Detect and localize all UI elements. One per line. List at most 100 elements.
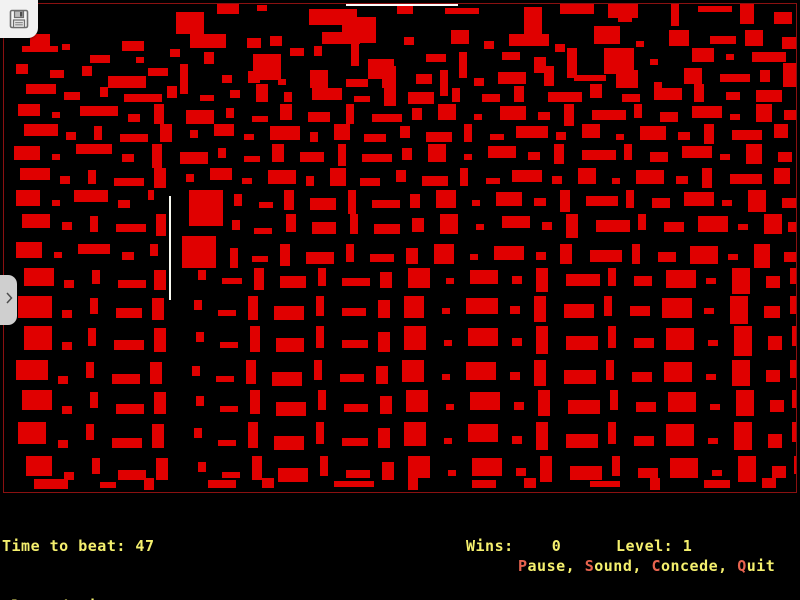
playfield-block bbox=[118, 280, 146, 288]
playfield-block bbox=[556, 132, 566, 140]
playfield-block bbox=[144, 478, 154, 490]
playfield-block bbox=[670, 458, 698, 478]
playfield-block bbox=[90, 216, 98, 232]
playfield-block bbox=[476, 224, 484, 230]
playfield-block bbox=[446, 278, 454, 284]
playfield-block bbox=[14, 146, 40, 160]
playfield-block bbox=[634, 436, 654, 446]
playfield-block bbox=[760, 70, 770, 82]
playfield-block bbox=[440, 214, 458, 234]
playfield-block bbox=[30, 34, 50, 48]
playfield-block bbox=[222, 75, 232, 83]
playfield-block bbox=[752, 52, 786, 62]
playfield-block bbox=[698, 216, 728, 232]
playfield-block bbox=[52, 200, 60, 206]
playfield-block bbox=[18, 296, 52, 318]
playfield-block bbox=[574, 75, 606, 81]
playfield-block bbox=[402, 148, 412, 160]
playfield-block bbox=[567, 48, 577, 78]
playfield-block bbox=[154, 392, 166, 414]
playfield-block bbox=[180, 64, 188, 94]
save-button[interactable] bbox=[0, 0, 38, 38]
playfield-block bbox=[451, 30, 469, 44]
playfield-block bbox=[200, 95, 214, 101]
playfield-block bbox=[668, 392, 696, 412]
playfield-block bbox=[774, 12, 792, 24]
playfield-block bbox=[360, 178, 380, 186]
top-highlight-bar bbox=[346, 4, 458, 6]
playfield-block bbox=[690, 246, 718, 264]
playfield-block bbox=[512, 276, 522, 284]
playfield-block bbox=[608, 268, 616, 286]
playfield-block bbox=[94, 126, 102, 140]
menu-label-rest: ause bbox=[527, 557, 566, 575]
sidebar-expand-handle[interactable] bbox=[0, 275, 17, 325]
menu-item-sound[interactable]: Sound bbox=[585, 557, 633, 575]
playfield-block bbox=[440, 70, 448, 96]
game-playfield[interactable] bbox=[3, 3, 797, 493]
playfield-block bbox=[180, 152, 208, 164]
chevron-right-icon bbox=[4, 291, 14, 309]
menu-item-pause[interactable]: Pause bbox=[518, 557, 566, 575]
playfield-block bbox=[772, 466, 786, 478]
playfield-block bbox=[534, 198, 546, 206]
playfield-block bbox=[220, 406, 238, 412]
menu-item-concede[interactable]: Concede bbox=[651, 557, 718, 575]
playfield-block bbox=[230, 248, 238, 268]
playfield-block bbox=[198, 270, 206, 280]
playfield-block bbox=[692, 48, 714, 62]
playfield-block bbox=[498, 72, 526, 84]
playfield-block bbox=[408, 478, 418, 490]
menu-separator: , bbox=[718, 557, 738, 575]
playfield-block bbox=[720, 74, 750, 82]
playfield-block bbox=[442, 374, 450, 380]
playfield-block bbox=[684, 192, 714, 206]
playfield-block bbox=[566, 214, 578, 238]
playfield-block bbox=[234, 194, 242, 206]
playfield-block bbox=[788, 222, 796, 232]
playfield-block bbox=[560, 4, 594, 14]
playfield-block bbox=[248, 71, 260, 83]
playfield-block bbox=[422, 176, 448, 186]
playfield-block bbox=[90, 392, 98, 408]
menu-label-rest: ound bbox=[594, 557, 633, 575]
playfield-block bbox=[474, 78, 484, 86]
playfield-block bbox=[452, 88, 460, 102]
playfield-block bbox=[632, 244, 640, 264]
playfield-block bbox=[710, 36, 736, 44]
menu-item-quit[interactable]: Quit bbox=[737, 557, 775, 575]
playfield-block bbox=[167, 86, 177, 98]
playfield-block bbox=[650, 152, 668, 162]
playfield-block bbox=[194, 428, 202, 438]
playfield-block bbox=[220, 342, 238, 348]
playfield-block bbox=[278, 468, 308, 482]
playfield-block bbox=[408, 456, 430, 478]
playfield-block bbox=[318, 390, 326, 410]
playfield-block bbox=[708, 340, 718, 346]
playfield-block bbox=[516, 126, 548, 138]
playfield-block bbox=[76, 144, 112, 154]
playfield-block bbox=[90, 55, 110, 63]
playfield-block bbox=[764, 214, 782, 234]
playfield-block bbox=[24, 326, 52, 350]
playfield-block bbox=[116, 308, 142, 318]
playfield-block bbox=[248, 422, 258, 448]
playfield-block bbox=[472, 480, 496, 488]
playfield-block bbox=[244, 134, 254, 140]
playfield-block bbox=[534, 57, 546, 73]
hud-right-column: Level: 1 Score: 0 bbox=[616, 496, 692, 600]
playfield-block bbox=[26, 84, 56, 94]
hud-mid-column: Wins: 0 Losses: 0 Life: 10 bbox=[466, 496, 571, 600]
playfield-block bbox=[612, 456, 620, 476]
playfield-block bbox=[610, 390, 618, 410]
playfield-block bbox=[310, 132, 318, 142]
playfield-block bbox=[196, 396, 204, 406]
playfield-block bbox=[650, 478, 660, 490]
playfield-block bbox=[466, 362, 496, 380]
playfield-block bbox=[90, 298, 98, 314]
playfield-block bbox=[186, 174, 194, 182]
playfield-block bbox=[712, 470, 722, 476]
block-layer bbox=[4, 4, 796, 492]
playfield-block bbox=[669, 30, 689, 46]
playfield-block bbox=[502, 216, 530, 228]
